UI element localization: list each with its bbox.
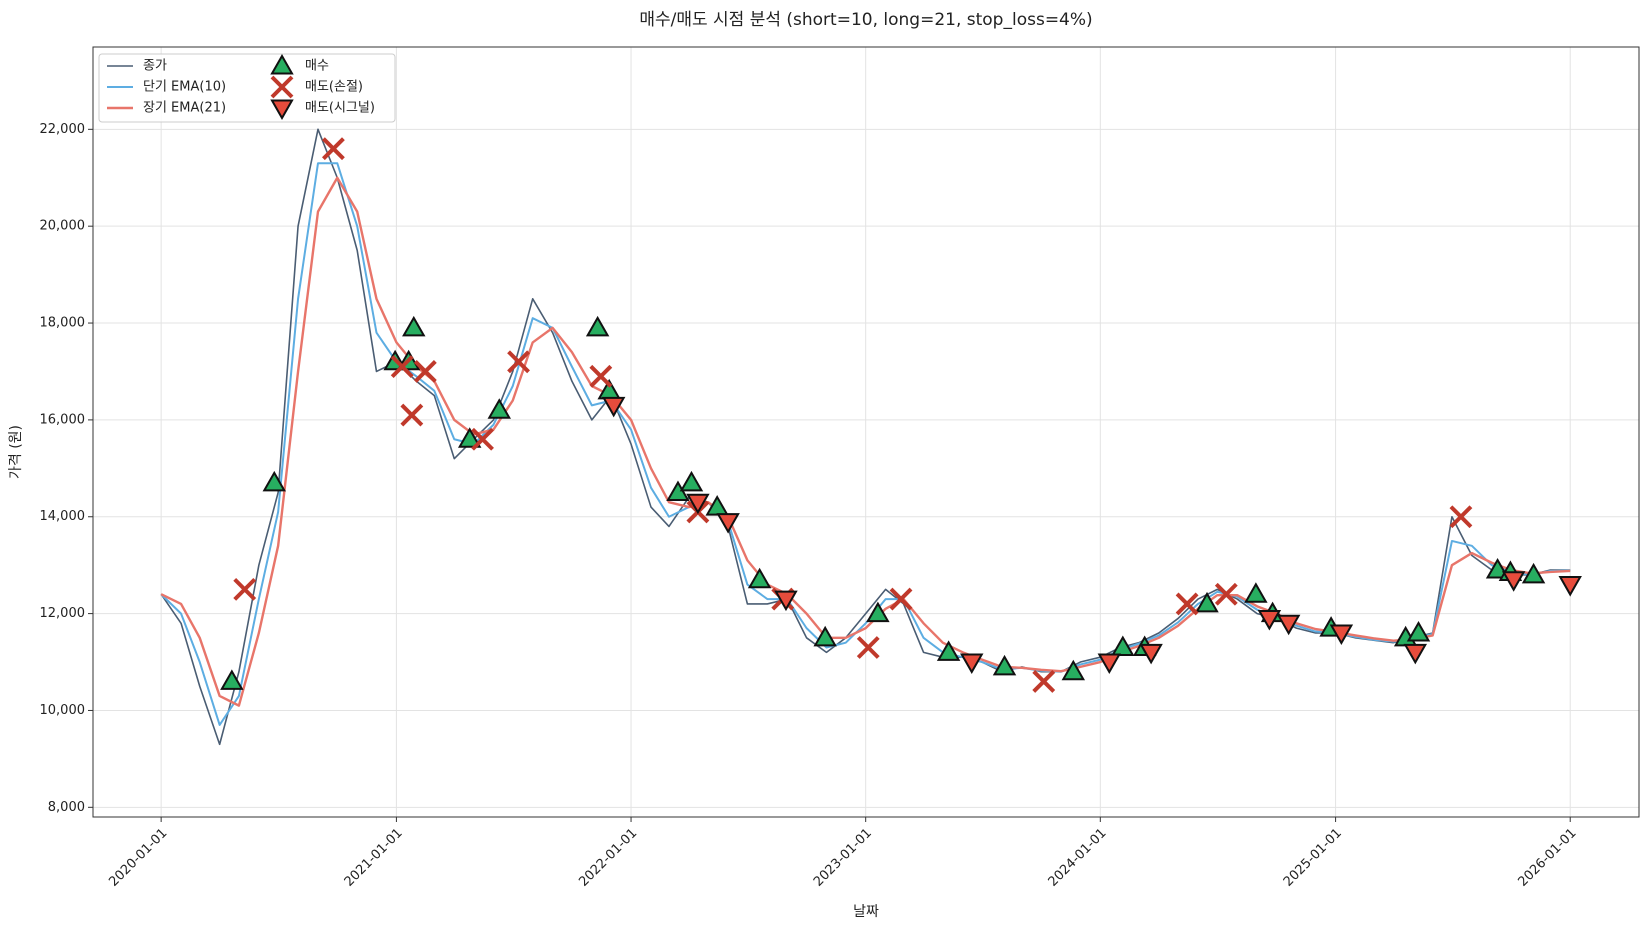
legend-label: 매도(손절) [305, 80, 363, 95]
buy-marker [866, 601, 890, 623]
y-tick-label: 20,000 [40, 219, 86, 234]
buy-marker [679, 470, 704, 492]
legend-label: 매도(시그널) [305, 101, 375, 116]
chart-title: 매수/매도 시점 분석 (short=10, long=21, stop_los… [639, 10, 1092, 30]
sell-signal-marker [960, 653, 984, 675]
sell-signal-marker [601, 396, 626, 418]
y-tick-label: 10,000 [40, 703, 86, 718]
stop-loss-marker [1214, 582, 1238, 606]
sell-signal-marker [1501, 571, 1526, 592]
plot-frame [92, 46, 1640, 818]
stop-loss-marker [507, 350, 530, 374]
buy-marker [262, 470, 287, 492]
buy-marker [1485, 558, 1510, 579]
sell-signal-marker [1257, 609, 1282, 631]
legend-label: 매수 [305, 59, 329, 74]
stop-loss-marker [1449, 505, 1473, 529]
buy-marker [457, 427, 482, 448]
y-tick-label: 14,000 [40, 509, 86, 524]
buy-marker [487, 398, 511, 419]
y-tick-label: 8,000 [48, 800, 85, 815]
stop-loss-marker [471, 427, 494, 451]
buy-marker [1195, 591, 1219, 613]
stop-loss-marker [1032, 669, 1056, 693]
stop-loss-marker [400, 403, 424, 427]
stop-loss-marker [233, 577, 257, 601]
sell-signal-marker [1097, 653, 1122, 675]
stop-loss-marker [322, 137, 345, 161]
buy-marker [1521, 562, 1546, 584]
buy-marker [705, 495, 729, 516]
stop-loss-marker [589, 364, 613, 388]
legend-label: 단기 EMA(10) [143, 80, 226, 95]
buy-marker [1406, 620, 1431, 642]
x-axis-label: 날짜 [853, 904, 879, 920]
buy-marker [747, 567, 772, 589]
y-axis-label: 가격 (원) [8, 425, 24, 479]
sell-signal-marker [686, 493, 710, 515]
buy-marker [402, 315, 426, 337]
buy-marker [936, 640, 961, 661]
buy-marker [1244, 582, 1268, 603]
buy-marker [1111, 635, 1135, 657]
sell-signal-marker [1276, 614, 1301, 636]
stop-loss-marker [856, 636, 880, 659]
stop-loss-marker [889, 587, 913, 611]
y-tick-label: 12,000 [40, 606, 86, 621]
sell-signal-marker [1403, 643, 1428, 665]
buy-marker [813, 625, 837, 647]
stop-loss-marker [390, 355, 414, 379]
y-tick-label: 16,000 [40, 412, 86, 427]
legend-swatch [270, 99, 294, 121]
buy-marker [1061, 659, 1086, 681]
sell-signal-marker [1329, 624, 1354, 645]
sell-signal-marker [774, 590, 798, 612]
stop-loss-marker [413, 360, 437, 383]
buy-marker [585, 315, 610, 337]
buy-marker [220, 669, 244, 690]
sell-signal-marker [1558, 576, 1582, 597]
y-tick-label: 22,000 [40, 122, 86, 137]
sell-signal-marker [1139, 643, 1163, 665]
legend-label: 종가 [143, 59, 167, 74]
y-tick-label: 18,000 [40, 316, 86, 331]
legend-swatch [270, 75, 294, 99]
stop-loss-marker [1175, 592, 1199, 616]
legend-swatch [270, 53, 294, 75]
buy-marker [992, 654, 1017, 676]
legend-label: 장기 EMA(21) [143, 101, 226, 116]
sell-signal-marker [716, 513, 740, 534]
legend-box [98, 53, 396, 123]
